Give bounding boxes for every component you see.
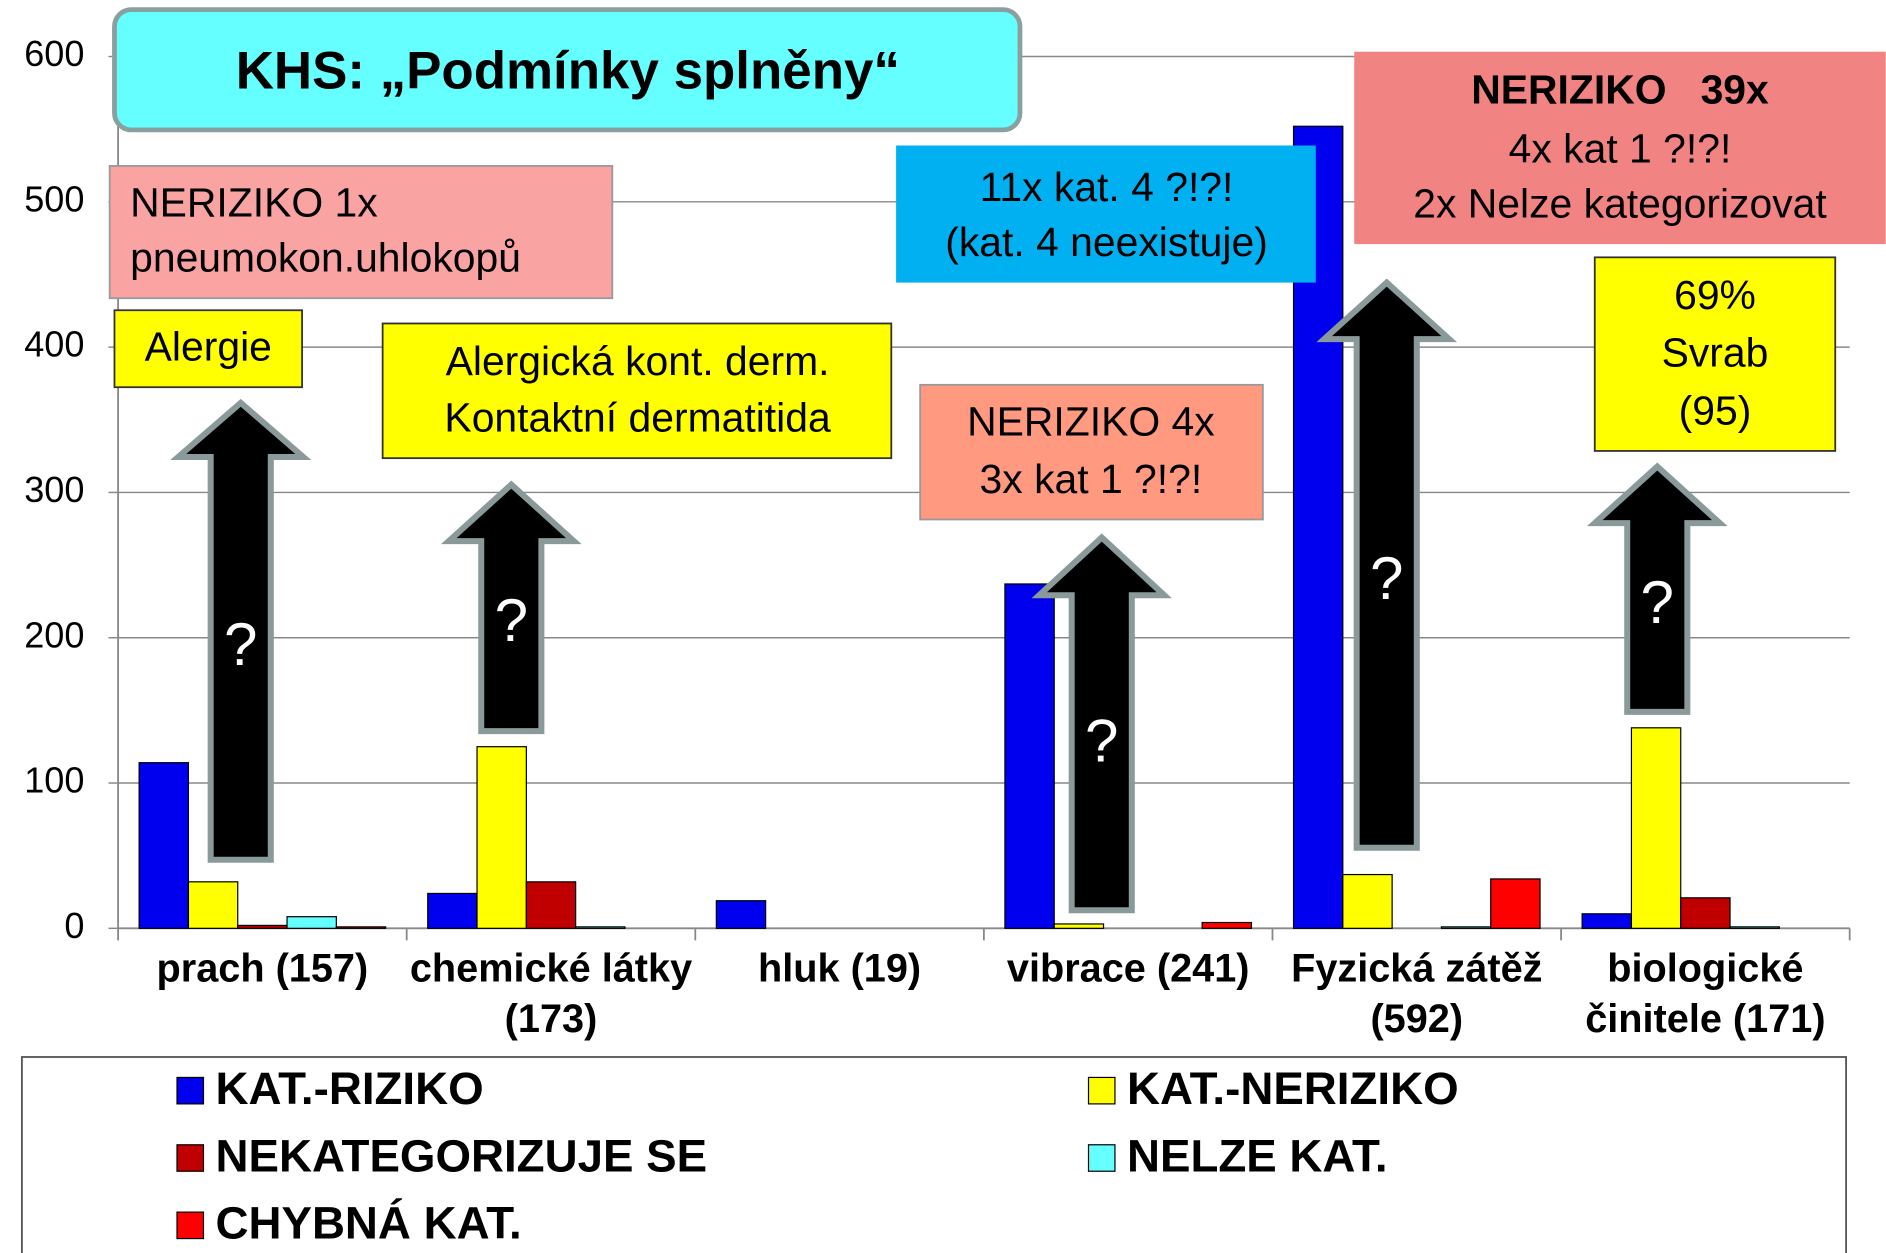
x-tick-label: Fyzická zátěž (592) [1291, 947, 1542, 1042]
bar [286, 916, 337, 929]
annotation: NERIZIKO 39x [1471, 66, 1769, 112]
bar [187, 881, 239, 929]
annotation: Alergie [145, 324, 272, 370]
y-tick-label: 600 [24, 33, 84, 74]
annotation: 2x Nelze kategorizovat [1413, 181, 1827, 227]
y-tick-label: 200 [24, 614, 84, 655]
bar [1342, 873, 1393, 929]
annotations: ? ? ? ? ? KHS: „Podmínky splněny“ NERIZI… [108, 7, 1886, 914]
y-tick-label: 300 [24, 469, 84, 510]
title-box [112, 7, 1023, 133]
bar [1729, 926, 1780, 929]
arrow [1316, 278, 1458, 851]
annotation: Alergická kont. derm. [446, 338, 830, 384]
bar [1490, 878, 1541, 929]
annotation: 69% [1674, 272, 1756, 318]
bar [575, 926, 626, 929]
annotation-box [919, 383, 1264, 521]
y-tick-label: 100 [24, 760, 84, 801]
annotation: Svrab [1662, 330, 1769, 376]
annotation-box [108, 165, 614, 300]
chart-title: KHS: „Podmínky splněny“ [236, 42, 900, 101]
annotation: Kontaktní dermatitida [444, 395, 831, 441]
y-tick-label: 400 [24, 324, 84, 365]
legend-swatch [1087, 1144, 1116, 1172]
arrow-label: ? [495, 587, 528, 654]
bar [1440, 926, 1492, 929]
legend-swatch [176, 1211, 205, 1240]
annotation: 4x kat 1 ?!?! [1509, 125, 1732, 171]
bar [1630, 727, 1682, 929]
arrow-label: ? [224, 611, 257, 678]
annotation: (95) [1679, 387, 1752, 433]
arrow-label: ? [1641, 569, 1674, 636]
legend-swatch [1087, 1076, 1116, 1105]
legend-swatch [176, 1076, 205, 1105]
bars [138, 125, 1780, 929]
x-tick-label: prach (157) [157, 947, 369, 991]
bar [1201, 921, 1253, 929]
annotation: NERIZIKO 4x [967, 398, 1215, 444]
bar [1680, 897, 1731, 929]
y-tick-label: 500 [24, 178, 84, 219]
annotation-box [381, 322, 893, 460]
legend-box [20, 1056, 1847, 1253]
annotation-box [113, 309, 303, 389]
arrow [1586, 462, 1728, 715]
annotation-box [1593, 256, 1837, 452]
annotation: (kat. 4 neexistuje) [945, 219, 1268, 265]
legend-label: CHYBNÁ KAT. [215, 1198, 521, 1249]
annotation-box [1354, 51, 1886, 245]
bar [237, 924, 288, 929]
bar [476, 746, 527, 929]
annotation: 3x kat 1 ?!?! [980, 456, 1203, 502]
arrow [1031, 533, 1172, 914]
bar [715, 900, 767, 929]
annotation: pneumokon.uhlokopů [130, 235, 521, 281]
legend-label: NELZE KAT. [1127, 1130, 1388, 1181]
annotation: NERIZIKO 1x [130, 179, 378, 225]
legend-label: NEKATEGORIZUJE SE [215, 1130, 707, 1181]
x-tick-label: vibrace (241) [1007, 947, 1250, 991]
bar [138, 762, 190, 929]
bar [427, 892, 478, 929]
bar [1053, 923, 1105, 929]
bar [1004, 583, 1055, 929]
bar [335, 926, 387, 929]
x-tick-label: biologické činitele (171) [1585, 947, 1825, 1042]
y-tick-label: 0 [64, 905, 84, 946]
legend-label: KAT.-NERIZIKO [1127, 1063, 1459, 1114]
x-tick-label: hluk (19) [758, 947, 921, 991]
arrow-label: ? [1085, 707, 1118, 774]
x-tick-label: chemické látky (173) [410, 947, 692, 1042]
arrow-label: ? [1370, 545, 1403, 612]
legend-label: KAT.-RIZIKO [215, 1063, 483, 1114]
arrows [170, 278, 1728, 914]
legend: KAT.-RIZIKO KAT.-NERIZIKO NEKATEGORIZUJE S… [176, 1063, 1459, 1249]
annotation: 11x kat. 4 ?!?! [980, 164, 1234, 210]
annotation-box [896, 145, 1316, 283]
arrow [440, 480, 582, 735]
legend-swatch [176, 1144, 205, 1172]
arrow [170, 398, 312, 863]
bar [1581, 913, 1633, 929]
bar [525, 881, 577, 929]
